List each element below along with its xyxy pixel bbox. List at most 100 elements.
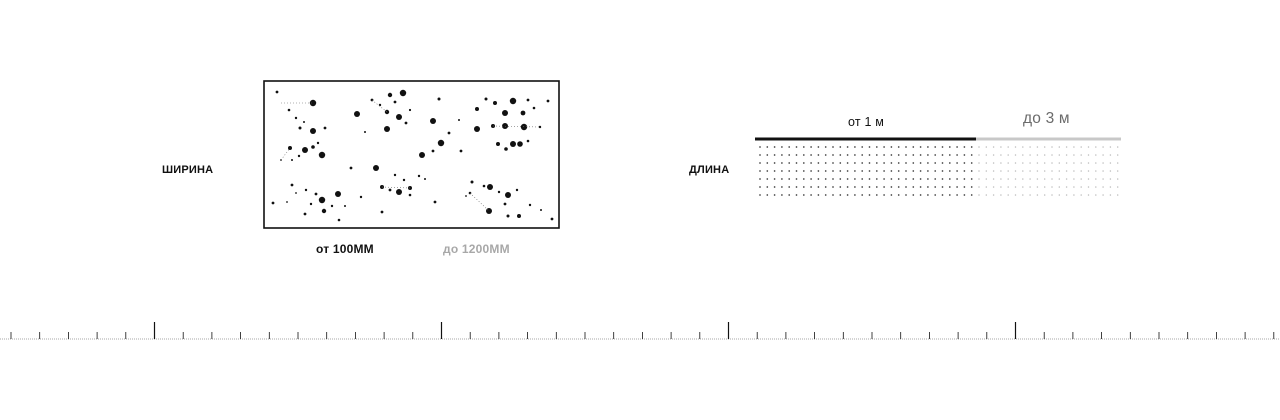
perforation-dot: [883, 154, 885, 156]
star-dot: [540, 209, 542, 211]
perforation-dot: [1080, 170, 1082, 172]
perforation-dot: [1022, 194, 1024, 196]
perforation-dot: [1058, 178, 1061, 180]
star-dot: [431, 149, 435, 153]
perforation-dot: [1007, 186, 1009, 188]
star-dot: [384, 109, 390, 115]
perforation-dot: [890, 186, 893, 188]
perforation-dot: [1073, 146, 1075, 148]
perforation-dot: [1116, 170, 1119, 172]
perforation-dot: [948, 186, 951, 188]
perforation-dot: [861, 178, 864, 180]
star-dot: [465, 195, 467, 197]
perforation-dot: [934, 178, 937, 180]
perforation-dot: [781, 186, 783, 188]
perforation-dot: [1065, 170, 1068, 172]
perforation-dot: [795, 146, 798, 148]
perforation-dot: [861, 154, 864, 156]
star-dot: [396, 114, 402, 120]
perforation-dot: [1000, 186, 1002, 188]
perforation-dot: [1080, 186, 1082, 188]
perforation-dot: [1000, 154, 1002, 156]
perforation-dot: [1036, 146, 1039, 148]
perforation-dot: [861, 186, 864, 188]
perforation-dot: [781, 170, 783, 172]
perforation-dot: [802, 146, 805, 148]
perforation-dot: [1029, 194, 1031, 196]
perforation-dot: [1109, 194, 1112, 196]
star-dot: [354, 111, 360, 117]
perforation-dot: [919, 170, 922, 172]
star-dot: [437, 139, 445, 147]
perforation-dot: [941, 194, 944, 196]
perforation-dot: [1051, 154, 1053, 156]
perforation-dot: [905, 146, 907, 148]
constellation-line: [492, 125, 541, 128]
star-dot: [318, 196, 326, 204]
perforation-dot: [839, 178, 842, 180]
perforation-dot: [788, 170, 791, 172]
perforation-dot: [1058, 146, 1061, 148]
perforation-dot: [824, 162, 827, 164]
perforation-dot: [854, 170, 856, 172]
perforation-dot: [1007, 154, 1009, 156]
perforation-dot: [905, 178, 907, 180]
perforation-dot: [846, 146, 849, 148]
perforation-dots: [759, 146, 1119, 196]
perforation-dot: [1095, 154, 1097, 156]
perforation-dot: [1058, 194, 1061, 196]
perforation-dot: [1043, 162, 1046, 164]
perforation-dot: [1043, 186, 1046, 188]
perforation-dot: [1109, 186, 1112, 188]
perforation-dot: [905, 162, 907, 164]
star-dot: [291, 159, 293, 161]
star-dot: [470, 180, 474, 184]
star-dot: [458, 119, 460, 121]
perforation-dot: [788, 178, 791, 180]
perforation-dot: [992, 194, 995, 196]
star-dot: [433, 200, 437, 204]
star-dot: [295, 192, 297, 194]
perforation-dot: [1022, 154, 1024, 156]
perforation-dot: [890, 154, 893, 156]
perforation-dot: [1116, 194, 1119, 196]
perforation-dot: [905, 194, 907, 196]
perforation-dot: [795, 162, 798, 164]
star-dot: [437, 97, 441, 101]
perforation-dot: [1109, 170, 1112, 172]
perforation-dot: [773, 146, 776, 148]
perforation-dot: [817, 162, 820, 164]
perforation-dot: [773, 186, 776, 188]
star-dot: [505, 192, 511, 198]
perforation-dot: [912, 146, 915, 148]
perforation-dot: [795, 170, 798, 172]
perforation-dot: [788, 146, 791, 148]
width-sample-panel: [263, 80, 560, 229]
perforation-dot: [992, 170, 995, 172]
perforation-dot: [854, 146, 856, 148]
perforation-dot: [781, 194, 783, 196]
star-dot: [424, 178, 426, 180]
perforation-dot: [897, 194, 900, 196]
perforation-dot: [919, 162, 922, 164]
star-dot: [408, 193, 412, 197]
perforation-dot: [773, 178, 776, 180]
perforation-dot: [948, 194, 951, 196]
perforation-dot: [897, 170, 900, 172]
perforation-dot: [897, 186, 900, 188]
perforation-dot: [956, 170, 958, 172]
perforation-dot: [846, 162, 849, 164]
perforation-dot: [1109, 154, 1112, 156]
perforation-dot: [919, 146, 922, 148]
perforation-dot: [766, 194, 769, 196]
perforation-dot: [1058, 170, 1061, 172]
perforation-dot: [1073, 194, 1075, 196]
star-dot: [304, 188, 308, 192]
perforation-dot: [868, 146, 871, 148]
perforation-dot: [1116, 154, 1119, 156]
perforation-dot: [1073, 154, 1075, 156]
perforation-dot: [1029, 146, 1031, 148]
star-dot: [335, 191, 341, 197]
star-dot: [487, 184, 493, 190]
star-dot: [310, 128, 316, 134]
